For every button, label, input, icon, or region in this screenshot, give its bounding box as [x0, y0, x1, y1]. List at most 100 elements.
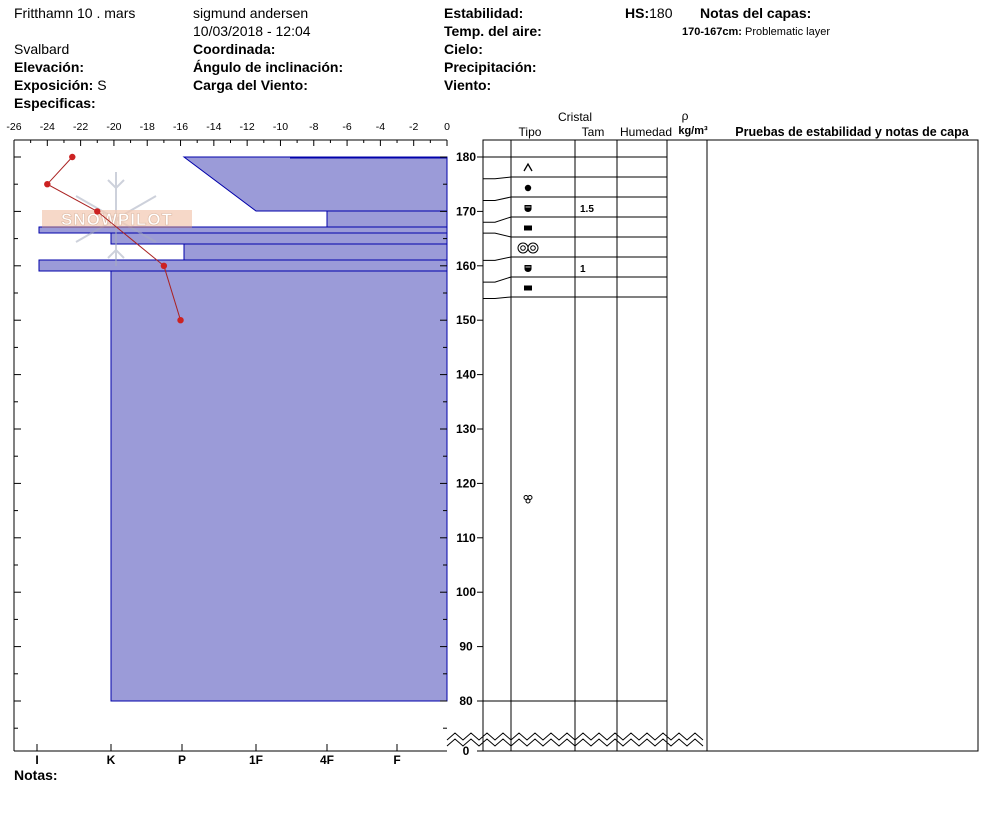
air-temp-label: Temp. del aire: — [444, 23, 542, 39]
temp-tick-label: -18 — [140, 121, 155, 133]
hardness-tick-label: P — [178, 753, 186, 767]
aspect-field: Exposición: S — [14, 76, 107, 94]
wet-grains-icon — [523, 495, 533, 504]
layer-connector — [483, 296, 512, 299]
specifics-label: Especificas: — [14, 95, 96, 111]
humedad-header: Humedad — [620, 125, 672, 139]
temperature-point — [94, 208, 101, 215]
height-tick-label: 170 — [456, 204, 476, 218]
tests-header: Pruebas de estabilidad y notas de capa — [735, 125, 969, 139]
notes-label: Notas: — [14, 767, 58, 783]
temp-tick-label: -12 — [240, 121, 255, 133]
temp-tick-label: -24 — [40, 121, 55, 133]
layer-connector — [483, 276, 512, 283]
hardness-bar — [38, 259, 448, 272]
layer-connector — [483, 216, 512, 223]
grain-size-value: 1 — [580, 264, 586, 275]
wind-label: Viento: — [444, 77, 492, 93]
observer-name: sigmund andersen — [193, 5, 309, 21]
stability-label: Estabilidad: — [444, 5, 524, 21]
temp-tick-label: -10 — [273, 121, 288, 133]
temperature-point — [160, 262, 168, 269]
region-name: Svalbard — [14, 41, 70, 57]
grain-size-values: 1.51 — [580, 204, 594, 275]
hs-field: HS:180 — [625, 4, 672, 22]
hardness-bar — [110, 232, 448, 245]
clustered-grains-icon — [517, 242, 539, 254]
layer-note: 170-167cm: Problematic layer — [682, 23, 830, 41]
left-height-ticks — [14, 156, 447, 729]
height-tick-label: 160 — [456, 259, 476, 273]
layer-connector — [483, 232, 512, 238]
layer-connector — [483, 176, 512, 180]
precipitation-label: Precipitación: — [444, 59, 537, 75]
layer-connector — [483, 256, 512, 261]
height-tick-label: 140 — [456, 368, 476, 382]
height-tick-label: 150 — [456, 313, 476, 327]
temp-tick-label: -26 — [6, 121, 21, 133]
temp-tick-label: -4 — [376, 121, 385, 133]
grain-type-icons — [517, 162, 539, 504]
temp-tick-label: -14 — [206, 121, 221, 133]
height-tick-label: 100 — [456, 585, 476, 599]
density-header: ρ — [682, 109, 689, 123]
temp-tick-label: 0 — [444, 121, 450, 133]
elevation-label: Elevación: — [14, 59, 85, 75]
hardness-tick-label: K — [107, 753, 116, 767]
hardness-tick-label: 4F — [320, 753, 334, 767]
temp-tick-label: -8 — [309, 121, 318, 133]
height-tick-label: 0 — [463, 744, 470, 758]
faceted-rounded-icon — [524, 205, 532, 213]
layer-connectors — [483, 156, 512, 299]
layer-note-range: 170-167cm: — [682, 26, 742, 38]
height-tick-label: 80 — [459, 694, 473, 708]
temperature-point — [69, 153, 76, 161]
temp-tick-label: -22 — [73, 121, 88, 133]
logo-text: SNOWPILOT — [61, 210, 173, 229]
layer-notes-label: Notas del capas: — [700, 5, 812, 21]
temperature-point — [177, 317, 184, 324]
aspect-value: S — [97, 77, 107, 93]
layer-note-text: Problematic layer — [745, 26, 830, 38]
observation-datetime: 10/03/2018 - 12:04 — [193, 23, 311, 39]
hardness-bar — [183, 243, 448, 261]
wind-loading-label: Carga del Viento: — [193, 77, 308, 93]
height-tick-label: 90 — [459, 640, 473, 654]
snowpilot-logo: SNOWPILOT — [42, 172, 192, 266]
hs-value: 180 — [649, 5, 673, 21]
tipo-header: Tipo — [519, 125, 542, 139]
layer-table: 1.51 — [482, 139, 979, 752]
slope-angle-label: Ángulo de inclinación: — [193, 59, 344, 75]
melt-freeze-crust-icon — [524, 285, 532, 291]
precipitation-particles-icon — [523, 162, 533, 172]
density-unit: kg/m³ — [678, 125, 708, 137]
temp-tick-label: -20 — [106, 121, 121, 133]
layer-connector — [483, 196, 512, 202]
cristal-header: Cristal — [558, 110, 592, 124]
sky-label: Cielo: — [444, 41, 483, 57]
height-tick-label: 120 — [456, 476, 476, 490]
hardness-profile — [38, 156, 448, 702]
height-tick-label: 130 — [456, 422, 476, 436]
coordinate-label: Coordinada: — [193, 41, 276, 57]
tam-header: Tam — [582, 125, 605, 139]
layer-row-lines — [483, 156, 667, 702]
aspect-label: Exposición: — [14, 77, 94, 93]
height-tick-label: 180 — [456, 150, 476, 164]
temperature-point — [44, 181, 51, 188]
temp-tick-label: -2 — [409, 121, 418, 133]
hardness-tick-label: F — [393, 753, 400, 767]
graupel-icon — [524, 184, 532, 192]
temperature-profile — [44, 153, 184, 324]
hs-label: HS: — [625, 5, 650, 21]
hardness-bar — [110, 270, 448, 702]
height-axis: 180 170 160 150 140 130 120 110 100 90 80 0 — [456, 140, 484, 758]
hardness-bar — [182, 156, 448, 212]
melt-freeze-crust-icon — [524, 225, 532, 231]
height-tick-label: 110 — [456, 531, 476, 545]
temp-tick-label: -6 — [342, 121, 351, 133]
hardness-axis: I K P 1F 4F F — [35, 744, 401, 767]
temp-tick-label: -16 — [173, 121, 188, 133]
temperature-axis: -26 -24 -22 -20 -18 -16 -14 -12 -10 -8 -6 -4 -2 0 — [6, 121, 450, 146]
